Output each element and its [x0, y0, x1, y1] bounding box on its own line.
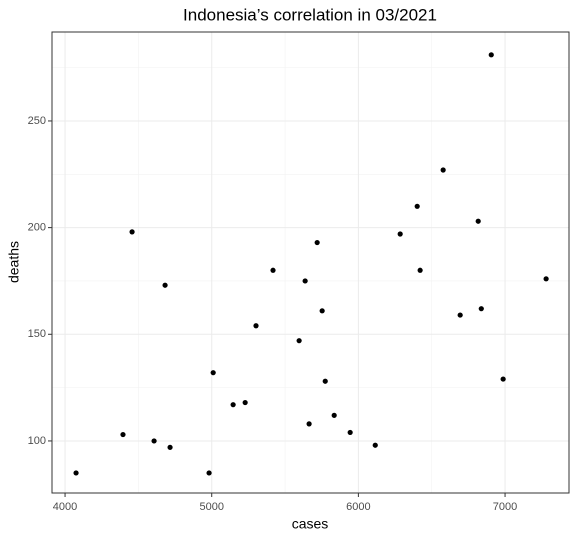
- point: [120, 431, 126, 438]
- x-axis-title: cases: [292, 516, 329, 532]
- point: [306, 421, 312, 427]
- point: [440, 167, 446, 173]
- point: [270, 267, 276, 273]
- point: [230, 402, 236, 408]
- plot-border: [51, 31, 570, 494]
- point: [397, 231, 403, 237]
- y-tick-label: 100: [28, 435, 46, 447]
- point: [457, 312, 463, 318]
- y-axis-title: deaths: [6, 241, 22, 283]
- point: [417, 267, 423, 273]
- point: [478, 306, 484, 312]
- point: [253, 323, 259, 329]
- y-tick-label: 250: [28, 115, 46, 127]
- point: [302, 278, 308, 284]
- point: [210, 370, 216, 376]
- y-tick-label: 150: [28, 328, 46, 340]
- point: [488, 52, 494, 58]
- point: [314, 239, 320, 246]
- point: [475, 218, 481, 224]
- point: [162, 282, 168, 288]
- point: [372, 442, 378, 448]
- point: [296, 338, 302, 344]
- point: [500, 376, 506, 382]
- x-tick-label: 5000: [199, 501, 223, 513]
- point: [206, 470, 212, 476]
- y-tick-label: 200: [28, 222, 46, 234]
- point: [331, 412, 337, 418]
- x-tick-label: 7000: [493, 501, 517, 513]
- point: [73, 470, 79, 476]
- point: [167, 444, 173, 450]
- point: [347, 429, 353, 436]
- point: [151, 438, 157, 444]
- chart-title: Indonesia’s correlation in 03/2021: [183, 5, 437, 24]
- x-tick-label: 6000: [346, 501, 370, 513]
- x-tick-label: 4000: [53, 501, 77, 513]
- point: [242, 399, 248, 406]
- point: [543, 276, 549, 282]
- point: [319, 308, 325, 314]
- point: [322, 378, 328, 384]
- point: [129, 229, 135, 235]
- point: [414, 203, 420, 209]
